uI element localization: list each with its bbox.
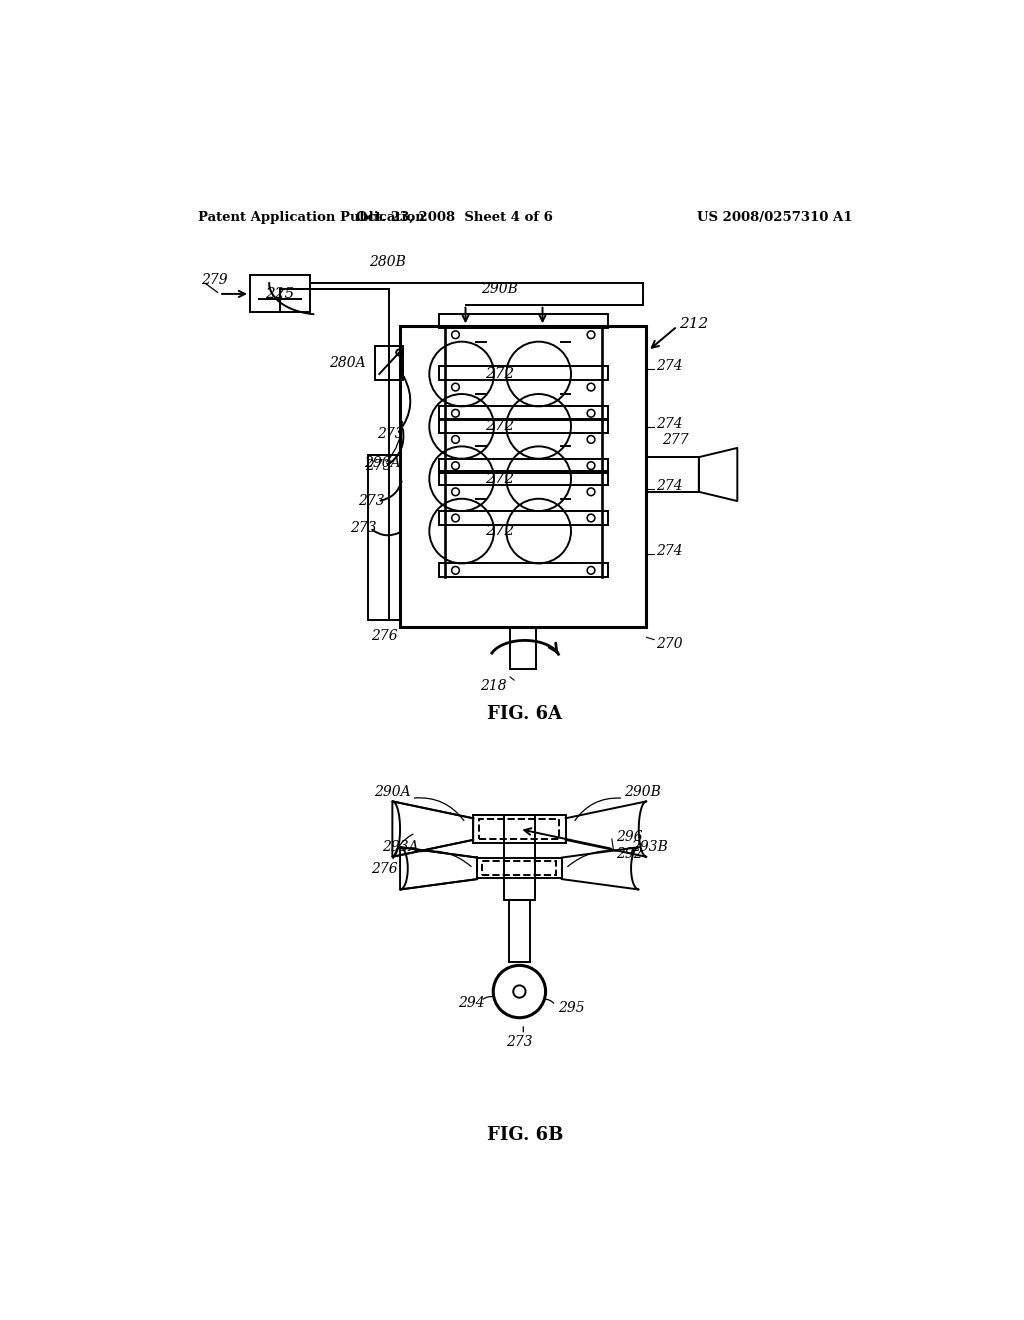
Bar [438, 471, 608, 484]
Text: 293A: 293A [382, 840, 419, 854]
Text: 295: 295 [558, 1002, 585, 1015]
Bar [400, 326, 646, 627]
Text: 274: 274 [655, 479, 682, 492]
Text: 294: 294 [459, 997, 485, 1010]
Bar [376, 346, 403, 380]
Text: 225: 225 [265, 286, 295, 301]
Bar [438, 511, 608, 525]
Text: US 2008/0257310 A1: US 2008/0257310 A1 [697, 211, 853, 224]
Bar [250, 276, 310, 313]
Bar [438, 314, 608, 327]
Text: 280B: 280B [370, 255, 407, 268]
Text: 273: 273 [350, 521, 377, 535]
Text: 290A: 290A [364, 455, 400, 470]
Text: 273: 273 [377, 428, 403, 441]
Text: 273: 273 [366, 459, 392, 474]
Text: 274: 274 [655, 417, 682, 432]
Bar [477, 858, 562, 878]
Text: 270: 270 [655, 636, 682, 651]
Text: 290B: 290B [625, 785, 662, 799]
Bar [368, 455, 400, 620]
Bar [479, 818, 559, 840]
Bar [473, 816, 565, 843]
Bar [438, 418, 608, 433]
Text: 279: 279 [201, 273, 227, 286]
Text: 274: 274 [655, 359, 682, 374]
Text: Patent Application Publication: Patent Application Publication [199, 211, 425, 224]
Text: 277: 277 [662, 433, 688, 447]
Text: 293B: 293B [631, 840, 668, 854]
Text: FIG. 6B: FIG. 6B [486, 1126, 563, 1143]
Bar [438, 367, 608, 380]
Text: 292: 292 [615, 847, 642, 862]
Text: 280A: 280A [329, 356, 366, 370]
Text: 272: 272 [485, 524, 515, 539]
Text: 272: 272 [485, 367, 515, 381]
Bar [504, 816, 535, 900]
Text: 290A: 290A [374, 785, 411, 799]
Text: 273: 273 [357, 494, 384, 508]
Text: 218: 218 [479, 678, 506, 693]
Text: 290B: 290B [481, 282, 518, 296]
Bar [510, 627, 537, 669]
Bar [482, 862, 556, 875]
Bar [438, 459, 608, 473]
Text: 276: 276 [372, 862, 398, 876]
Text: Oct. 23, 2008  Sheet 4 of 6: Oct. 23, 2008 Sheet 4 of 6 [355, 211, 552, 224]
Text: 212: 212 [679, 317, 708, 331]
Text: 272: 272 [485, 420, 515, 433]
Text: 276: 276 [371, 628, 397, 643]
Text: 273: 273 [506, 1035, 532, 1049]
Bar [438, 407, 608, 420]
Text: 272: 272 [485, 471, 515, 486]
Bar [438, 564, 608, 577]
Text: FIG. 6A: FIG. 6A [487, 705, 562, 723]
Text: 274: 274 [655, 544, 682, 558]
Bar [646, 457, 698, 492]
Text: 296: 296 [615, 830, 642, 843]
Bar [509, 900, 530, 961]
